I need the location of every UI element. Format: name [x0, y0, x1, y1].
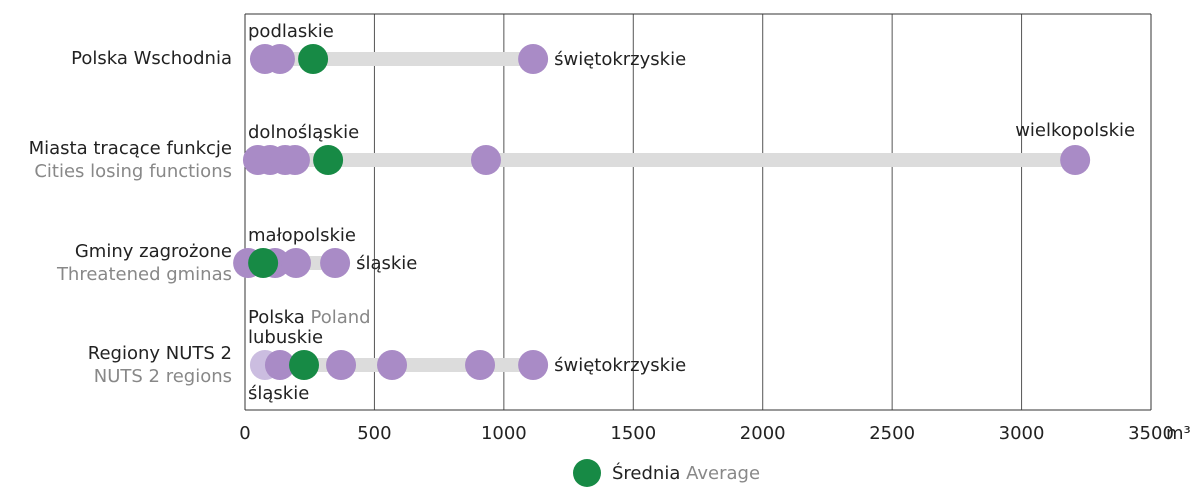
- annotation: dolnośląskie: [248, 122, 359, 143]
- x-tick-label: 1500: [610, 423, 656, 444]
- mean-dot: [298, 44, 329, 74]
- annotation: świętokrzyskie: [554, 49, 686, 70]
- x-tick-label: 3500: [1128, 423, 1174, 444]
- row-label: Miasta tracące funkcje: [29, 138, 232, 159]
- national-label-en: Poland: [310, 307, 370, 328]
- annotation: świętokrzyskie: [554, 355, 686, 376]
- legend-label: Średnia: [612, 462, 680, 484]
- x-tick-label: 0: [239, 423, 250, 444]
- row-sublabel: Cities losing functions: [34, 161, 232, 182]
- row-label: Polska Wschodnia: [71, 48, 232, 69]
- dot: [279, 145, 310, 175]
- annotation: lubuskie: [248, 327, 323, 348]
- x-tick-label: 3000: [999, 423, 1045, 444]
- annotation: wielkopolskie: [1015, 120, 1135, 141]
- x-tick-label: 2000: [740, 423, 786, 444]
- legend-swatch: [573, 459, 601, 487]
- dot: [377, 350, 408, 380]
- legend-label-en: Average: [686, 463, 760, 484]
- row-sublabel: NUTS 2 regions: [94, 366, 232, 387]
- row-label: Regiony NUTS 2: [88, 343, 232, 364]
- dot: [518, 44, 549, 74]
- x-tick-label: 1000: [481, 423, 527, 444]
- grid: [244, 13, 1152, 411]
- annotation: małopolskie: [248, 225, 356, 246]
- mean-dot: [313, 145, 344, 175]
- row-sublabel: Threatened gminas: [56, 264, 232, 285]
- dot: [470, 145, 501, 175]
- national-label: Polska Poland: [248, 307, 371, 328]
- annotation: podlaskie: [248, 21, 334, 42]
- dot: [264, 44, 295, 74]
- legend-entry: Średnia Average: [612, 462, 760, 484]
- dot: [320, 248, 351, 278]
- x-axis-label: m³: [1166, 423, 1191, 444]
- dot: [280, 248, 311, 278]
- dot: [1060, 145, 1091, 175]
- legend: Średnia Average: [573, 459, 760, 487]
- national-label-pl: Polska: [248, 307, 305, 328]
- dot: [518, 350, 549, 380]
- dot: [465, 350, 496, 380]
- annotation: śląskie: [356, 253, 417, 274]
- mean-dot: [289, 350, 320, 380]
- annotation: śląskie: [248, 383, 309, 404]
- dot: [326, 350, 357, 380]
- dot: [264, 350, 295, 380]
- mean-dot: [248, 248, 279, 278]
- row-label: Gminy zagrożone: [75, 241, 232, 262]
- x-tick-label: 2500: [869, 423, 915, 444]
- x-tick-label: 500: [357, 423, 391, 444]
